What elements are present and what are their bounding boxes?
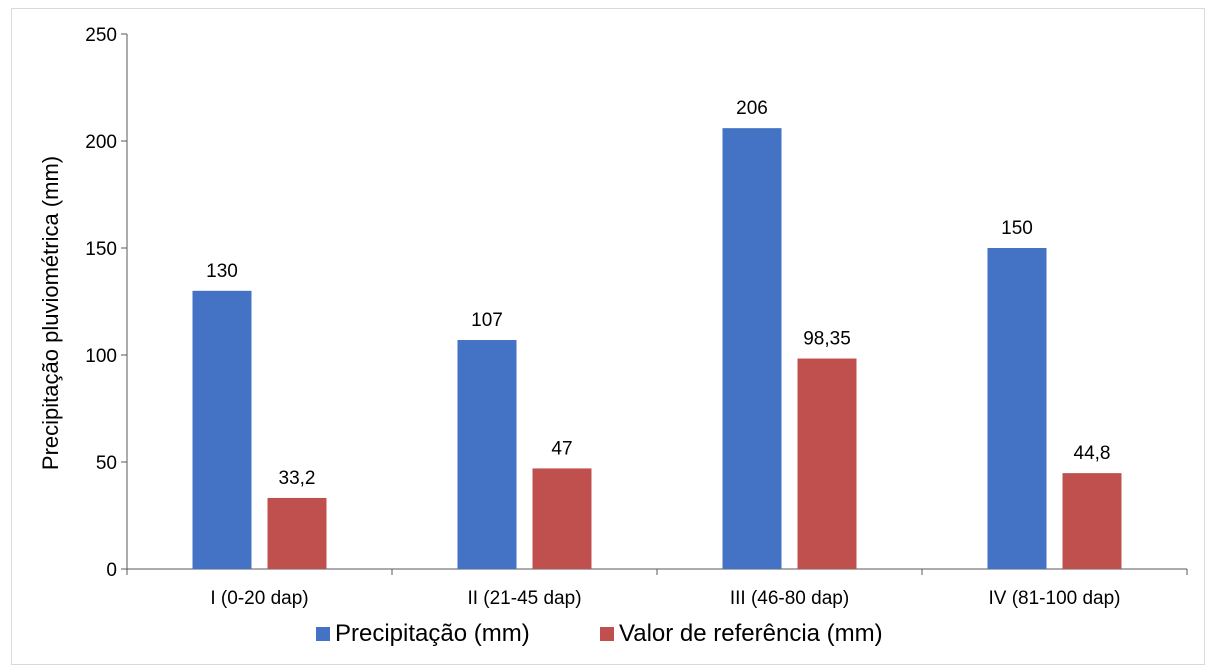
data-label: 44,8 (1074, 443, 1111, 464)
data-label: 150 (1001, 218, 1033, 239)
data-label: 206 (736, 98, 768, 119)
legend-swatch (316, 627, 330, 641)
data-label: 47 (551, 438, 572, 459)
y-tick-label: 0 (106, 560, 117, 581)
y-tick-label: 250 (85, 25, 117, 46)
y-axis-label: Precipitação pluviométrica (mm) (38, 156, 63, 470)
x-tick-label: II (21-45 dap) (467, 588, 581, 609)
data-labels: 130 107 206 150 33,2 47 98,35 44,8 (206, 98, 1110, 489)
y-tick-label: 200 (85, 132, 117, 153)
legend-label: Precipitação (mm) (335, 620, 530, 647)
legend-label: Valor de referência (mm) (619, 620, 883, 647)
x-tick-label: IV (81-100 dap) (988, 588, 1120, 609)
bars (192, 128, 1122, 569)
data-label: 130 (206, 261, 238, 282)
y-tick-label: 100 (85, 346, 117, 367)
bar-valor-referencia (532, 468, 592, 569)
data-label: 107 (471, 310, 503, 331)
y-tick-label: 50 (96, 453, 117, 474)
data-label: 98,35 (803, 329, 851, 350)
bar-precipitacao (722, 128, 782, 569)
y-tick-label: 150 (85, 239, 117, 260)
bar-precipitacao (192, 290, 252, 569)
bar-valor-referencia (797, 358, 857, 569)
bar-valor-referencia (267, 497, 327, 569)
bar-precipitacao (987, 248, 1047, 569)
legend-swatch (600, 627, 614, 641)
data-label: 33,2 (279, 468, 316, 489)
x-tick-label: I (0-20 dap) (210, 588, 308, 609)
bar-precipitacao (457, 340, 517, 569)
bar-valor-referencia (1062, 473, 1122, 569)
legend: Precipitação (mm) Valor de referência (mm… (316, 620, 883, 647)
x-tick-label: III (46-80 dap) (730, 588, 849, 609)
